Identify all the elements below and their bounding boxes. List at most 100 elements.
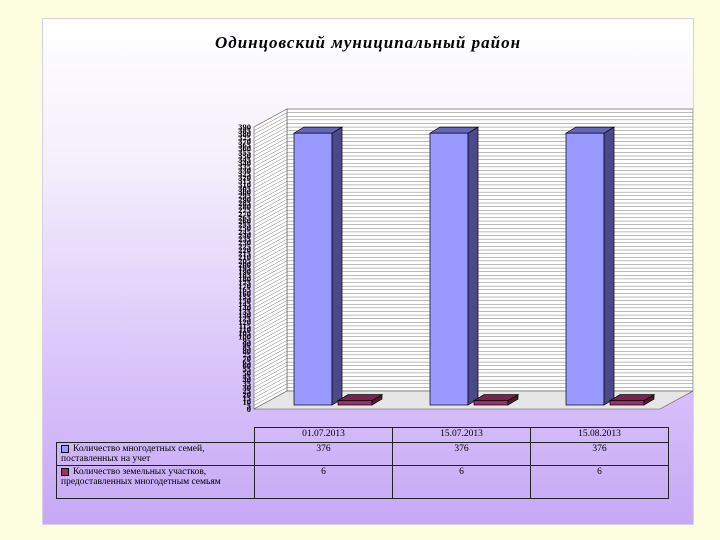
y-tick-label: 335 xyxy=(238,162,251,172)
y-tick-label: 320 xyxy=(238,173,251,183)
y-tick-label: 235 xyxy=(238,234,251,244)
y-tick-label: 70 xyxy=(243,353,252,363)
y-tick-label: 380 xyxy=(238,129,251,139)
gridline-side xyxy=(253,224,288,243)
y-tick-label: 220 xyxy=(238,245,251,255)
y-tick-label: 375 xyxy=(238,133,251,143)
y-tick-label: 260 xyxy=(238,216,251,226)
gridline-side xyxy=(253,170,288,189)
legend-swatch xyxy=(61,467,69,476)
gridline-side xyxy=(253,148,288,167)
gridline-side xyxy=(253,351,288,370)
value-cell: 6 xyxy=(530,465,669,499)
y-tick-label: 255 xyxy=(238,220,251,230)
legend-swatch xyxy=(61,444,69,453)
y-tick-label: 145 xyxy=(238,299,251,309)
gridline-side xyxy=(253,238,288,258)
y-tick-label: 115 xyxy=(239,321,251,331)
gridline-side xyxy=(253,311,288,330)
gridline-side xyxy=(253,358,288,377)
gridline-side xyxy=(253,123,288,142)
value-cell: 376 xyxy=(254,442,393,466)
y-tick-label: 175 xyxy=(238,277,251,287)
gridline-side xyxy=(253,130,288,149)
gridline-side xyxy=(253,213,288,233)
y-tick-label: 305 xyxy=(238,183,251,193)
gridline-side xyxy=(253,325,288,345)
y-tick-label: 55 xyxy=(243,364,252,374)
value-cell: 376 xyxy=(530,442,669,466)
y-tick-label: 110 xyxy=(239,324,251,334)
gridline-side xyxy=(253,188,288,207)
y-tick-label: 355 xyxy=(238,147,251,157)
series-label-cell: Количество земельных участков, предостав… xyxy=(56,465,255,499)
bar-top xyxy=(292,126,344,134)
y-tick-label: 150 xyxy=(238,296,251,306)
category-cell: 15.08.2013 xyxy=(530,427,669,443)
y-tick-label: 15 xyxy=(243,393,252,403)
y-tick-label: 20 xyxy=(243,390,252,400)
y-tick-label: 365 xyxy=(238,140,251,150)
gridline-side xyxy=(253,199,288,218)
gridline-side xyxy=(253,108,288,128)
y-tick-label: 200 xyxy=(238,259,251,269)
bar-side xyxy=(467,126,479,406)
gridline-side xyxy=(253,257,288,276)
y-tick-label: 250 xyxy=(238,223,251,233)
series-label-cell: Количество многодетных семей, поставленн… xyxy=(56,442,255,466)
gridline-side xyxy=(253,228,288,247)
gridline-side xyxy=(253,155,288,175)
category-cell: 15.07.2013 xyxy=(392,427,531,443)
gridline-side xyxy=(253,383,288,402)
gridline-side xyxy=(253,271,288,290)
gridline-side xyxy=(253,242,288,261)
y-tick-label: 195 xyxy=(238,263,251,273)
y-tick-label: 10 xyxy=(243,397,252,407)
series-label: Количество многодетных семей, поставленн… xyxy=(61,444,205,464)
y-tick-label: 330 xyxy=(238,165,251,175)
gridline-side xyxy=(253,336,288,355)
table-header-row: 01.07.2013 15.07.2013 15.08.2013 xyxy=(57,427,669,443)
gridline-side xyxy=(253,390,288,410)
y-tick-label: 165 xyxy=(238,285,251,295)
gridline-side xyxy=(253,282,288,301)
gridline-side xyxy=(253,332,288,352)
y-tick-label: 30 xyxy=(243,382,252,392)
gridline-side xyxy=(253,354,288,374)
y-tick-label: 170 xyxy=(238,281,251,291)
y-tick-label: 310 xyxy=(238,180,251,190)
gridline-side xyxy=(253,296,288,316)
gridline-side xyxy=(253,177,288,196)
gridline-side xyxy=(253,195,288,214)
chart-plot: 0510152025303540455055606570758085909510… xyxy=(238,108,693,414)
y-tick-label: 135 xyxy=(238,306,251,316)
gridline-side xyxy=(253,253,288,272)
gridline-side xyxy=(253,285,288,305)
gridline-side xyxy=(253,267,288,287)
gridline-side xyxy=(253,304,288,323)
y-tick-label: 215 xyxy=(238,249,251,259)
y-tick-label: 0 xyxy=(247,404,251,414)
gridline-side xyxy=(253,314,288,334)
y-tick-label: 295 xyxy=(238,191,251,201)
chart-title: Одинцовский муниципальный район xyxy=(214,33,522,52)
y-tick-label: 155 xyxy=(238,292,251,302)
series-label: Количество земельных участков, предостав… xyxy=(61,467,221,487)
gridline-side xyxy=(253,387,288,406)
value-cell: 6 xyxy=(392,465,531,499)
y-tick-label: 285 xyxy=(238,198,251,208)
table-row: Количество многодетных семей, поставленн… xyxy=(56,442,669,466)
y-tick-label: 65 xyxy=(243,357,252,367)
y-tick-label: 245 xyxy=(238,227,251,237)
gridline-side xyxy=(253,217,288,236)
gridline-side xyxy=(253,379,288,399)
gridline-side xyxy=(253,376,288,395)
gridline-side xyxy=(253,235,288,254)
y-tick-label: 280 xyxy=(238,202,251,212)
y-tick-label: 370 xyxy=(238,136,251,146)
y-tick-label: 120 xyxy=(238,317,251,327)
gridline-side xyxy=(253,347,288,366)
gridline-side xyxy=(253,119,288,139)
data-table: 01.07.2013 15.07.2013 15.08.2013 Количес… xyxy=(56,427,669,499)
y-tick-label: 240 xyxy=(238,230,251,240)
